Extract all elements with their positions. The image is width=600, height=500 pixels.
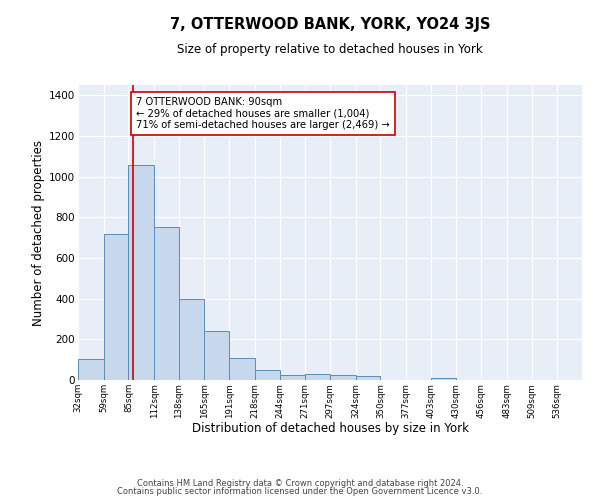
Text: 7 OTTERWOOD BANK: 90sqm
← 29% of detached houses are smaller (1,004)
71% of semi: 7 OTTERWOOD BANK: 90sqm ← 29% of detache… [136,97,390,130]
Text: 7, OTTERWOOD BANK, YORK, YO24 3JS: 7, OTTERWOOD BANK, YORK, YO24 3JS [170,18,490,32]
Bar [305,374,330,380]
Bar [330,375,356,380]
X-axis label: Distribution of detached houses by size in York: Distribution of detached houses by size … [191,422,469,435]
Bar [78,358,104,380]
Bar [104,234,128,380]
Y-axis label: Number of detached properties: Number of detached properties [32,140,45,326]
Text: Contains HM Land Registry data © Crown copyright and database right 2024.: Contains HM Land Registry data © Crown c… [137,478,463,488]
Bar [229,358,255,380]
Bar [154,228,179,380]
Text: Size of property relative to detached houses in York: Size of property relative to detached ho… [177,42,483,56]
Bar [128,166,154,380]
Bar [255,370,280,380]
Bar [280,375,305,380]
Bar [205,330,229,380]
Bar [179,298,205,380]
Bar [431,378,457,380]
Text: Contains public sector information licensed under the Open Government Licence v3: Contains public sector information licen… [118,487,482,496]
Bar [356,376,380,380]
